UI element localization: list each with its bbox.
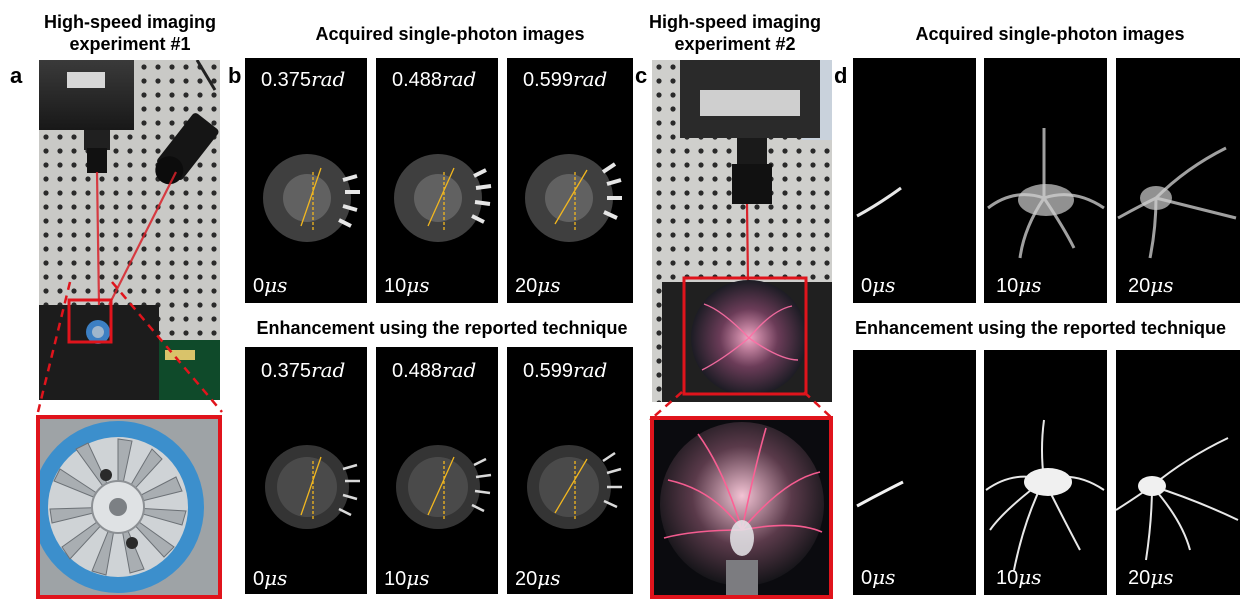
d-enhanced-frame-1: 0μs xyxy=(853,350,976,595)
d-acquired-frame-1: 0μs xyxy=(853,58,976,303)
b-acquired-frame-3: 0.599rad 20μs xyxy=(507,58,633,303)
d-acquired-frame-3: 20μs xyxy=(1116,58,1240,303)
heading-acquired-d: Acquired single-photon images xyxy=(915,24,1185,44)
zoom-connector-a xyxy=(36,281,223,413)
experiment-1-title: High-speed imaging experiment #1 xyxy=(43,12,216,54)
b-enhanced-frame-3: 0.599rad 20μs xyxy=(507,347,633,594)
b-enhanced-time-2: 10μs xyxy=(384,566,430,590)
setup-photo-experiment-2 xyxy=(652,60,832,402)
d-enhanced-time-1: 0μs xyxy=(861,565,896,589)
b-acquired-frame-1: 0.375rad 0μs xyxy=(245,58,367,303)
b-acquired-time-3: 20μs xyxy=(515,273,561,297)
heading-enhanced-d: Enhancement using the reported technique xyxy=(854,318,1227,338)
b-acquired-time-2: 10μs xyxy=(384,273,430,297)
zoom-connector-c xyxy=(649,391,835,421)
d-enhanced-frame-3: 20μs xyxy=(1116,350,1240,595)
heading-enhanced-b: Enhancement using the reported technique xyxy=(256,318,628,338)
panel-label-c: c xyxy=(635,63,648,88)
d-acquired-time-1: 0μs xyxy=(861,273,896,297)
b-enhanced-frame-1: 0.375rad 0μs xyxy=(245,347,367,594)
d-enhanced-time-2: 10μs xyxy=(996,565,1042,589)
b-enhanced-angle-1: 0.375rad xyxy=(261,358,346,382)
experiment-2-title: High-speed imaging experiment #2 xyxy=(648,12,821,54)
panel-label-a: a xyxy=(10,63,23,88)
b-enhanced-angle-3: 0.599rad xyxy=(523,358,608,382)
d-acquired-time-3: 20μs xyxy=(1128,273,1174,297)
b-acquired-time-1: 0μs xyxy=(253,273,288,297)
b-enhanced-time-1: 0μs xyxy=(253,566,288,590)
setup-photo-experiment-1 xyxy=(39,60,220,400)
b-acquired-angle-1: 0.375rad xyxy=(261,67,346,91)
b-enhanced-angle-2: 0.488rad xyxy=(392,358,477,382)
b-enhanced-frame-2: 0.488rad 10μs xyxy=(376,347,498,594)
panel-label-d: d xyxy=(834,63,848,88)
panel-label-b: b xyxy=(228,63,242,88)
zoomed-plasma-ball-photo xyxy=(650,416,833,599)
d-acquired-frame-2: 10μs xyxy=(984,58,1107,303)
b-acquired-frame-2: 0.488rad 10μs xyxy=(376,58,498,303)
zoomed-fan-photo xyxy=(36,415,222,599)
heading-acquired-b: Acquired single-photon images xyxy=(315,24,585,44)
b-enhanced-time-3: 20μs xyxy=(515,566,561,590)
b-acquired-angle-2: 0.488rad xyxy=(392,67,477,91)
d-acquired-time-2: 10μs xyxy=(996,273,1042,297)
d-enhanced-time-3: 20μs xyxy=(1128,565,1174,589)
b-acquired-angle-3: 0.599rad xyxy=(523,67,608,91)
d-enhanced-frame-2: 10μs xyxy=(984,350,1107,595)
